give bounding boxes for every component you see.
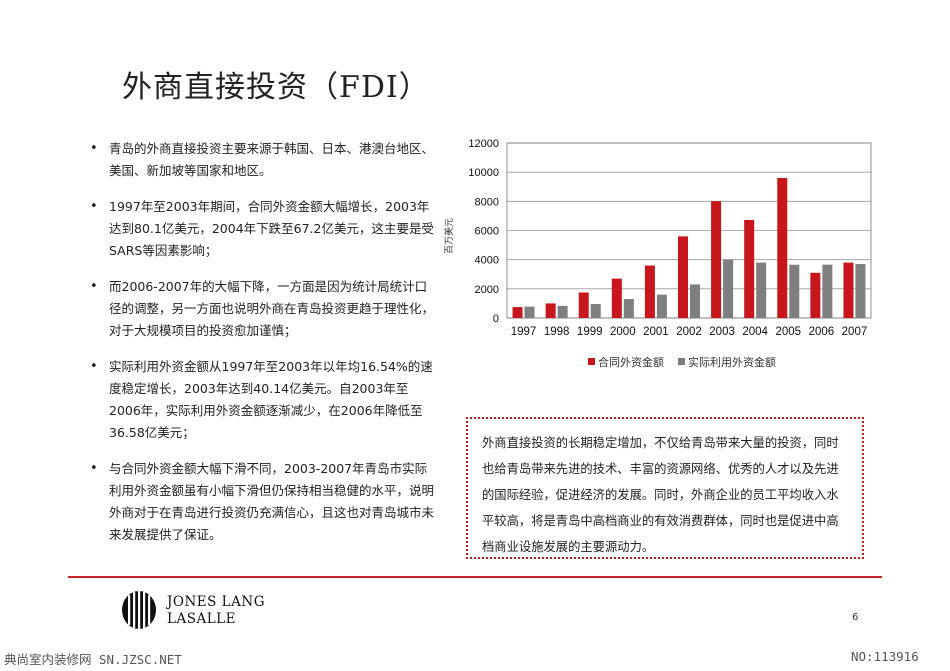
bar <box>756 262 767 318</box>
jll-logo-icon <box>122 591 156 629</box>
bar <box>590 304 601 318</box>
bar <box>723 259 734 318</box>
bar <box>777 178 788 318</box>
bullet-list: 青岛的外商直接投资主要来源于韩国、日本、港澳台地区、美国、新加坡等国家和地区。 … <box>88 138 438 560</box>
bar <box>822 264 833 318</box>
bar <box>611 278 622 318</box>
watermark-id: NO:113916 <box>851 649 919 664</box>
x-tick-label: 2007 <box>842 326 868 338</box>
bullet-item: 青岛的外商直接投资主要来源于韩国、日本、港澳台地区、美国、新加坡等国家和地区。 <box>88 138 438 182</box>
bar <box>744 220 755 318</box>
y-axis-label: 百万美元 <box>443 218 455 254</box>
bar <box>789 264 800 318</box>
fdi-bar-chart: 0 2000 4000 6000 8000 10000 12000 百万美元 1997 1998 1… <box>443 138 872 369</box>
bullet-item: 实际利用外资金额从1997年至2003年以年均16.54%的速度稳定增长，200… <box>88 356 438 444</box>
logo-line-1: JONES LANG <box>167 594 265 610</box>
bar <box>711 201 722 318</box>
y-tick-label: 6000 <box>475 226 499 238</box>
footer-divider <box>68 576 882 578</box>
bullet-item: 与合同外资金额大幅下滑不同，2003-2007年青岛市实际利用外资金额虽有小幅下… <box>88 458 438 546</box>
y-tick-label: 10000 <box>468 167 499 179</box>
x-tick-label: 1998 <box>544 326 570 338</box>
bar <box>678 236 688 318</box>
y-tick-label: 0 <box>493 313 499 325</box>
bullet-item: 而2006-2007年的大幅下降，一方面是因为统计局统计口径的调整，另一方面也说… <box>88 276 438 342</box>
x-tick-label: 2005 <box>775 326 801 338</box>
bar <box>690 284 700 318</box>
bar <box>810 272 821 318</box>
bar <box>545 303 556 318</box>
bar <box>524 306 535 318</box>
y-tick-label: 2000 <box>475 284 499 296</box>
legend-swatch <box>678 358 685 365</box>
legend-swatch <box>588 358 595 365</box>
x-tick-label: 2003 <box>709 326 735 338</box>
x-tick-label: 1999 <box>577 326 603 338</box>
x-tick-label: 2006 <box>809 326 835 338</box>
bar <box>578 292 589 318</box>
legend-label: 合同外资金额 <box>598 355 664 369</box>
bar <box>557 305 568 318</box>
plot-frame <box>506 142 872 319</box>
y-tick-label: 8000 <box>475 196 499 208</box>
company-logo-text: JONES LANG LASALLE <box>167 594 265 628</box>
page-number: 6 <box>852 612 859 623</box>
bar <box>512 307 523 318</box>
y-tick-label: 12000 <box>468 138 499 150</box>
bar <box>843 262 854 318</box>
bullet-item: 1997年至2003年期间，合同外资金额大幅增长，2003年达到80.1亿美元，… <box>88 196 438 262</box>
watermark-text: 典尚室内装修网 SN.JZSC.NET <box>4 652 182 667</box>
x-tick-label: 2002 <box>676 326 702 338</box>
bar <box>623 299 634 318</box>
x-tick-label: 2000 <box>610 326 636 338</box>
legend-label: 实际利用外资金额 <box>688 355 776 369</box>
bar <box>855 264 866 318</box>
page-title: 外商直接投资（FDI） <box>122 70 430 105</box>
x-tick-label: 1997 <box>511 326 537 338</box>
callout-text: 外商直接投资的长期稳定增加，不仅给青岛带来大量的投资，同时也给青岛带来先进的技术… <box>482 436 839 554</box>
bar <box>644 265 655 318</box>
callout-box: 外商直接投资的长期稳定增加，不仅给青岛带来大量的投资，同时也给青岛带来先进的技术… <box>466 417 864 559</box>
logo-line-2: LASALLE <box>167 611 236 627</box>
bar <box>656 294 667 318</box>
x-tick-label: 2001 <box>643 326 669 338</box>
y-tick-label: 4000 <box>475 255 499 267</box>
x-tick-label: 2004 <box>742 326 768 338</box>
